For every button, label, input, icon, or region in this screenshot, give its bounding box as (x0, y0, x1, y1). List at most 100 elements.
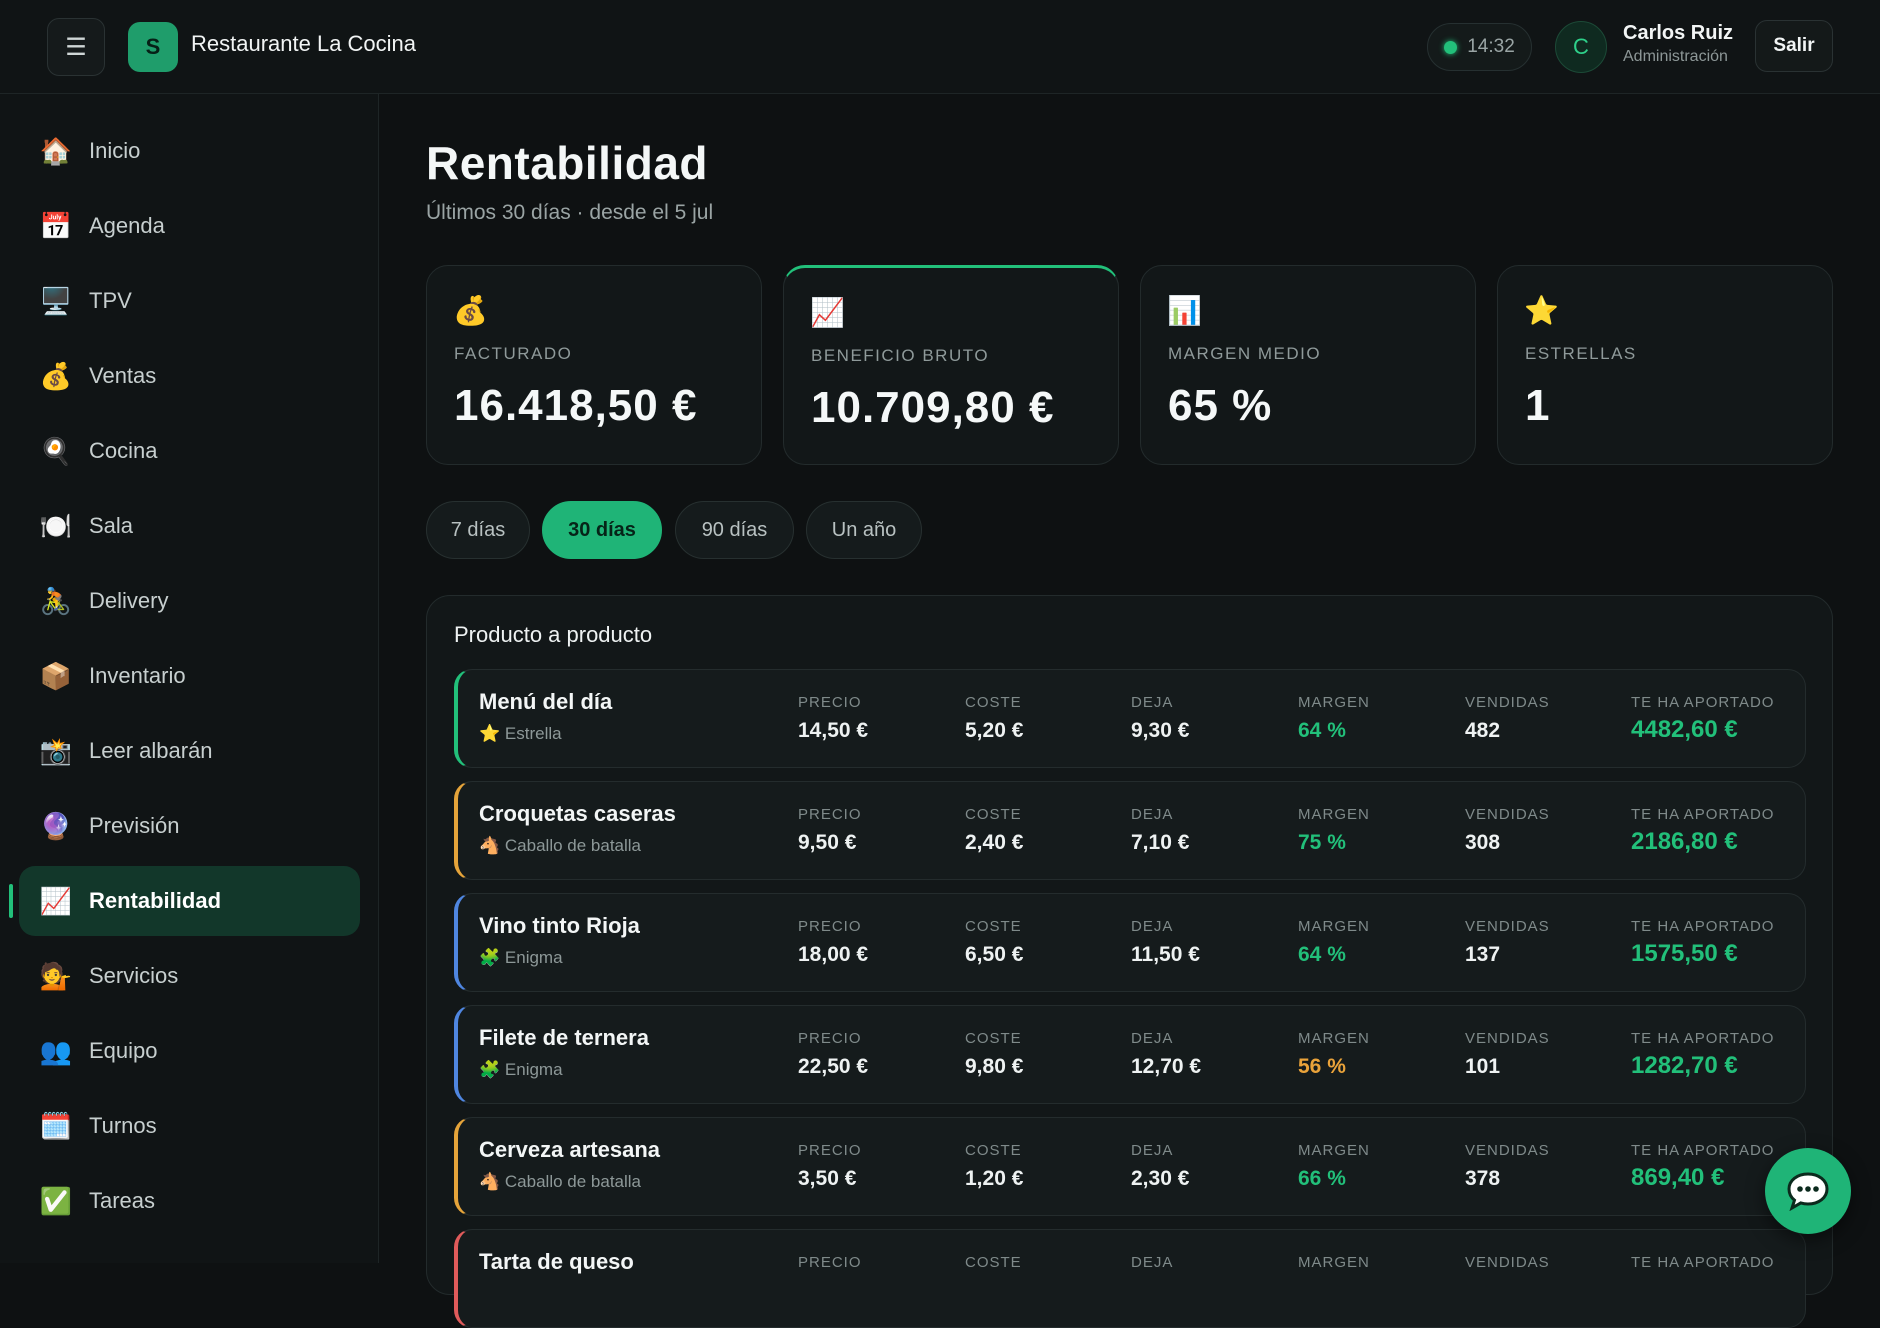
product-category-label: Estrella (504, 724, 562, 743)
kpi-value: 10.709,80 € (811, 383, 1055, 432)
sidebar-item-ventas[interactable]: 💰 Ventas (19, 341, 360, 411)
column-label: TE HA APORTADO (1631, 806, 1775, 823)
product-margin-cell: MARGEN 66 % (1298, 1142, 1370, 1191)
chart-up-icon: 📈 (810, 297, 845, 328)
sidebar-item-label: TPV (89, 288, 132, 313)
sidebar-item-label: Tareas (89, 1188, 156, 1213)
bar-chart-icon: 📊 (1167, 295, 1202, 326)
product-leaves-cell: DEJA 11,50 € (1131, 918, 1200, 967)
product-sold-value: 308 (1465, 831, 1501, 854)
product-row[interactable]: Tarta de queso PRECIO COSTE DEJA MARGEN VEND… (454, 1229, 1806, 1328)
product-contributed-value: 2186,80 € (1631, 828, 1738, 855)
product-cost-value: 6,50 € (965, 943, 1024, 966)
column-label: VENDIDAS (1465, 694, 1550, 711)
sidebar-item-servicios[interactable]: 💁 Servicios (19, 941, 360, 1011)
sidebar-item-label: Agenda (89, 213, 165, 238)
user-role: Administración (1623, 48, 1728, 65)
column-label: PRECIO (798, 1030, 862, 1047)
sidebar-item-label: Rentabilidad (89, 888, 222, 913)
product-row[interactable]: Menú del día ⭐ Estrella PRECIO 14,50 € COSTE… (454, 669, 1806, 768)
user-avatar[interactable]: C (1555, 21, 1607, 73)
sidebar-item-equipo[interactable]: 👥 Equipo (19, 1016, 360, 1086)
product-leaves-cell: DEJA 12,70 € (1131, 1030, 1201, 1079)
product-contributed-value: 869,40 € (1631, 1164, 1725, 1191)
column-label: COSTE (965, 1142, 1022, 1159)
product-sold-cell: VENDIDAS (1465, 1254, 1550, 1279)
product-margin-value: 64 % (1298, 719, 1346, 742)
product-row[interactable]: Vino tinto Rioja 🧩 Enigma PRECIO 18,00 € COS… (454, 893, 1806, 992)
sidebar-item-cocina[interactable]: 🍳 Cocina (19, 416, 360, 486)
product-sold-cell: VENDIDAS 378 (1465, 1142, 1550, 1191)
sidebar-item-inventario[interactable]: 📦 Inventario (19, 641, 360, 711)
product-margin-cell: MARGEN 64 % (1298, 918, 1370, 967)
product-leaves-value: 7,10 € (1131, 831, 1190, 854)
sidebar-item-delivery[interactable]: 🚴 Delivery (19, 566, 360, 636)
product-sold-cell: VENDIDAS 101 (1465, 1030, 1550, 1079)
product-category-label: Caballo de batalla (504, 1172, 642, 1191)
sidebar-item-rentabilidad[interactable]: 📈 Rentabilidad (19, 866, 360, 936)
sidebar-item-turnos[interactable]: 🗓️ Turnos (19, 1091, 360, 1161)
sidebar-item-label: Sala (89, 513, 134, 538)
product-category-label: Enigma (504, 1060, 563, 1079)
sidebar-item-sala[interactable]: 🍽️ Sala (19, 491, 360, 561)
product-cost-cell: COSTE 2,40 € (965, 806, 1023, 855)
period-filter-90-d-as[interactable]: 90 días (675, 501, 794, 559)
product-row[interactable]: Cerveza artesana 🐴 Caballo de batalla PREC… (454, 1117, 1806, 1216)
column-label: TE HA APORTADO (1631, 918, 1775, 935)
sidebar: 🏠 Inicio 📅 Agenda 🖥️ TPV 💰 Ventas 🍳 Cocina 🍽️ Sala 🚴… (0, 94, 379, 1263)
horse-icon: 🐴 (479, 836, 501, 855)
column-label: MARGEN (1298, 1142, 1370, 1159)
product-sold-cell: VENDIDAS 482 (1465, 694, 1550, 743)
sidebar-item-previsi-n[interactable]: 🔮 Previsión (19, 791, 360, 861)
page-title: Rentabilidad (426, 137, 709, 189)
product-name: Cerveza artesana (479, 1137, 661, 1162)
kpi-card-beneficio-bruto: 📈 BENEFICIO BRUTO 10.709,80 € (783, 265, 1119, 465)
product-contributed-value: 4482,60 € (1631, 716, 1738, 743)
sidebar-item-tareas[interactable]: ✅ Tareas (19, 1166, 360, 1236)
product-price-value: 9,50 € (798, 831, 857, 854)
product-category-label: Caballo de batalla (504, 836, 642, 855)
kpi-label: FACTURADO (454, 344, 573, 363)
period-filter-un-a-o[interactable]: Un año (806, 501, 922, 559)
sidebar-item-leer-albar-n[interactable]: 📸 Leer albarán (19, 716, 360, 786)
hamburger-icon: ☰ (65, 33, 87, 61)
sidebar-item-agenda[interactable]: 📅 Agenda (19, 191, 360, 261)
product-category-tag: 🐴 Caballo de batalla (479, 836, 641, 856)
product-row[interactable]: Croquetas caseras 🐴 Caballo de batalla PRE… (454, 781, 1806, 880)
sidebar-item-inicio[interactable]: 🏠 Inicio (19, 116, 360, 186)
chat-button[interactable] (1765, 1148, 1851, 1234)
sidebar-item-label: Ventas (89, 363, 157, 388)
sidebar-item-label: Delivery (89, 588, 169, 613)
product-contributed-cell: TE HA APORTADO 869,40 € (1631, 1142, 1774, 1192)
period-filter-30-d-as[interactable]: 30 días (542, 501, 662, 559)
product-leaves-cell: DEJA 9,30 € (1131, 694, 1189, 743)
money-bag-icon: 💰 (453, 295, 488, 326)
column-label: TE HA APORTADO (1631, 694, 1775, 711)
user-name: Carlos Ruiz (1623, 22, 1734, 44)
kpi-card-estrellas: ⭐ ESTRELLAS 1 (1497, 265, 1833, 465)
product-sold-value: 101 (1465, 1055, 1501, 1078)
period-filter-7-d-as[interactable]: 7 días (426, 501, 530, 559)
team-icon: 👥 (39, 1035, 73, 1066)
product-name: Croquetas caseras (479, 801, 676, 826)
logout-button[interactable]: Salir (1755, 20, 1833, 72)
product-price-value: 22,50 € (798, 1055, 869, 1078)
restaurant-name: Restaurante La Cocina (191, 31, 417, 56)
cyclist-icon: 🚴 (39, 585, 73, 616)
product-category-tag: 🧩 Enigma (479, 948, 563, 968)
sidebar-item-label: Inicio (89, 138, 141, 163)
product-cost-value: 2,40 € (965, 831, 1024, 854)
chart-up-icon: 📈 (39, 885, 73, 916)
product-row[interactable]: Filete de ternera 🧩 Enigma PRECIO 22,50 € CO… (454, 1005, 1806, 1104)
column-label: PRECIO (798, 806, 862, 823)
product-cost-cell: COSTE 6,50 € (965, 918, 1023, 967)
top-bar: ☰ S Restaurante La Cocina 14:32 C Carlos… (0, 0, 1880, 94)
column-label: VENDIDAS (1465, 1142, 1550, 1159)
product-leaves-cell: DEJA 2,30 € (1131, 1142, 1189, 1191)
column-label: PRECIO (798, 1142, 862, 1159)
sidebar-item-label: Cocina (89, 438, 158, 463)
star-icon: ⭐ (1524, 295, 1559, 326)
menu-button[interactable]: ☰ (47, 18, 105, 76)
sidebar-item-tpv[interactable]: 🖥️ TPV (19, 266, 360, 336)
column-label: MARGEN (1298, 918, 1370, 935)
